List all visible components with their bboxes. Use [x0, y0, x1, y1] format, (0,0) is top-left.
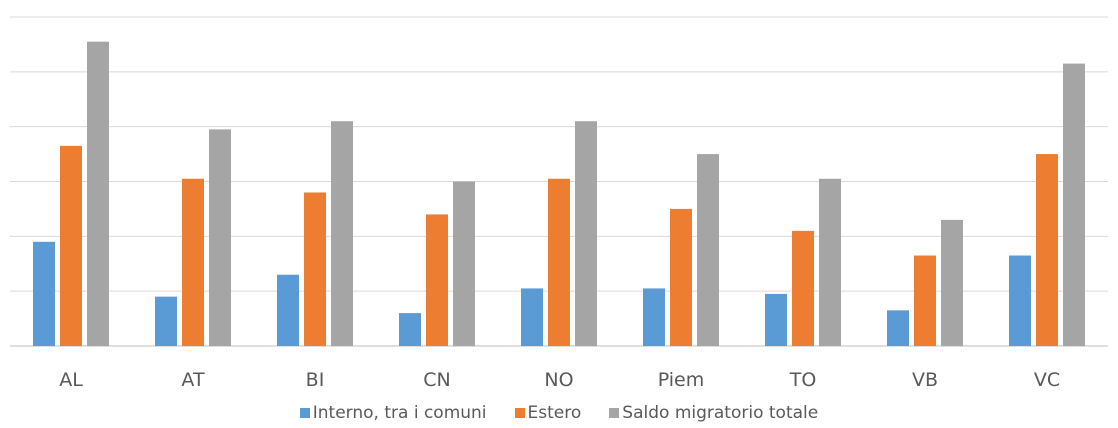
bar-vc-series-2 — [1063, 63, 1085, 346]
x-tick-label: AL — [59, 369, 83, 391]
bar-bi-series-2 — [331, 121, 353, 346]
bar-vc-series-0 — [1009, 255, 1031, 346]
bar-vc-series-1 — [1036, 154, 1058, 346]
legend-item: Interno, tra i comuni — [299, 403, 487, 423]
bar-bi-series-0 — [277, 274, 299, 346]
bar-no-series-1 — [548, 178, 570, 346]
legend-item: Estero — [514, 403, 582, 423]
bar-no-series-2 — [575, 121, 597, 346]
bar-vb-series-0 — [887, 310, 909, 346]
bar-cn-series-0 — [399, 313, 421, 346]
x-tick-label: TO — [789, 369, 817, 391]
bar-piem-series-2 — [697, 154, 719, 346]
legend-label: Interno, tra i comuni — [312, 403, 487, 423]
bar-at-series-2 — [209, 129, 231, 346]
bar-piem-series-1 — [670, 208, 692, 346]
legend-swatch — [514, 408, 525, 418]
x-tick-label: Piem — [658, 369, 705, 391]
legend: Interno, tra i comuni Estero Saldo migrato… — [0, 400, 1118, 426]
bar-bi-series-1 — [304, 192, 326, 346]
bar-cn-series-1 — [426, 214, 448, 346]
bar-vb-series-1 — [914, 255, 936, 346]
x-tick-label: BI — [306, 369, 325, 391]
x-tick-label: VB — [912, 369, 938, 391]
bar-to-series-0 — [765, 293, 787, 346]
bar-cn-series-2 — [453, 181, 475, 346]
bar-chart-plot: AL AT BI CN NO Piem TO VB VC — [10, 16, 1108, 391]
x-tick-label: CN — [423, 369, 450, 391]
legend-label: Estero — [527, 403, 582, 423]
legend-item: Saldo migratorio totale — [609, 403, 818, 423]
bar-at-series-0 — [155, 296, 177, 346]
legend-swatch — [609, 408, 620, 418]
legend-label: Saldo migratorio totale — [622, 403, 819, 423]
x-tick-label: AT — [181, 369, 205, 391]
bar-al-series-0 — [33, 241, 55, 346]
bar-no-series-0 — [521, 288, 543, 346]
bar-al-series-2 — [87, 41, 109, 347]
x-tick-label: NO — [544, 369, 573, 391]
bar-al-series-1 — [60, 145, 82, 346]
bar-at-series-1 — [182, 178, 204, 346]
bar-vb-series-2 — [941, 219, 963, 346]
legend-swatch — [299, 408, 310, 418]
bar-piem-series-0 — [643, 288, 665, 346]
bar-to-series-2 — [819, 178, 841, 346]
x-tick-label: VC — [1034, 369, 1060, 391]
bar-to-series-1 — [792, 230, 814, 346]
